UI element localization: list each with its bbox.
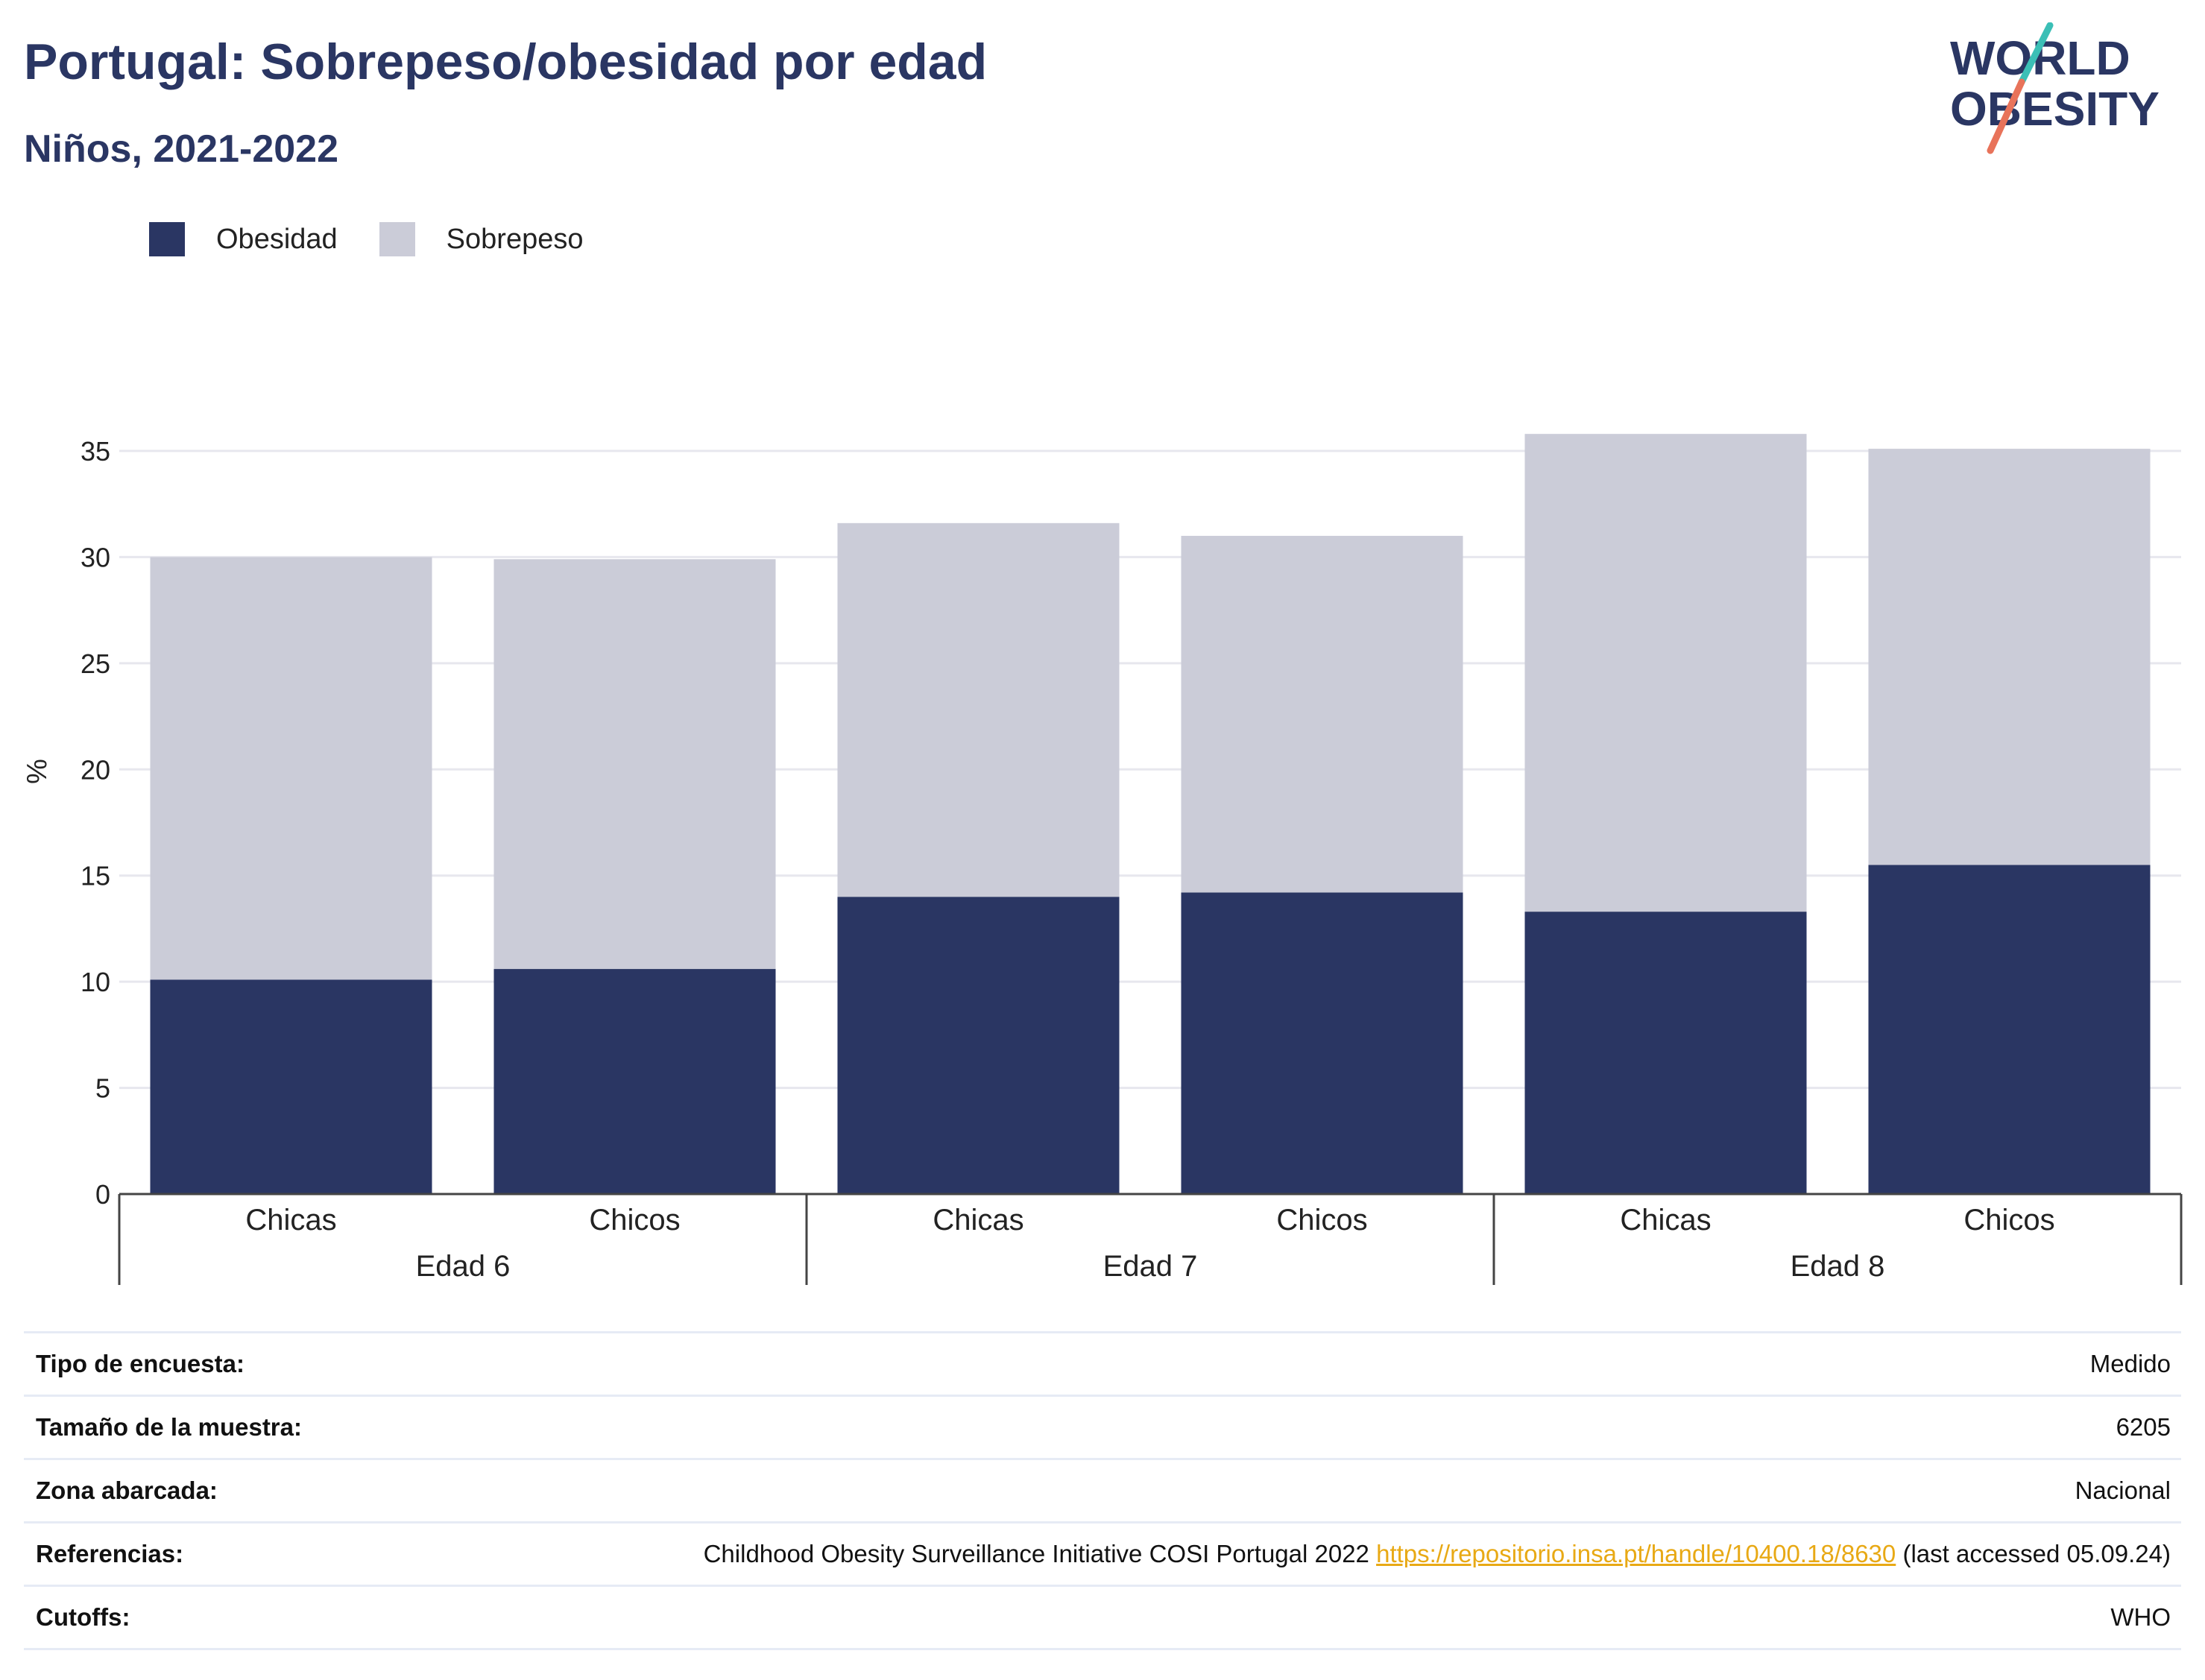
bar-sobrepeso [1868,449,2151,865]
x-tick-label: Chicos [1963,1204,2054,1237]
y-tick-label: 30 [81,542,110,572]
legend-swatch-obesidad [149,222,185,256]
info-value: WHO [2110,1603,2171,1631]
info-key: Tamaño de la muestra: [36,1413,302,1441]
info-value: 6205 [2116,1413,2171,1441]
info-key: Zona abarcada: [36,1477,218,1504]
info-key: Referencias: [36,1540,184,1567]
y-tick-label: 0 [95,1179,110,1210]
reference-link[interactable]: https://repositorio.insa.pt/handle/10400… [1376,1540,1896,1567]
x-tick-label: Chicas [245,1204,336,1237]
info-row-cutoffs: Cutoffs: WHO [24,1587,2181,1650]
y-tick-label: 15 [81,861,110,891]
bar-sobrepeso [1181,535,1463,893]
bar-obesidad [1524,912,1807,1194]
group-label: Edad 7 [1103,1250,1198,1283]
chart-legend: Obesidad Sobrepeso [149,222,625,256]
logo-slash-top [2018,22,2054,86]
y-axis-label: % [22,759,53,784]
world-obesity-logo: WORLD OBESITY [1950,22,2160,154]
legend-item-obesidad[interactable]: Obesidad [149,222,338,256]
group-label: Edad 8 [1791,1250,1885,1283]
y-tick-label: 5 [95,1073,110,1104]
bar-sobrepeso [493,559,776,970]
y-tick-label: 20 [81,754,110,785]
group-label: Edad 6 [416,1250,511,1283]
bar-obesidad [837,897,1120,1194]
info-value: Medido [2089,1350,2171,1377]
bar-sobrepeso [1524,434,1807,912]
info-row-sample-size: Tamaño de la muestra: 6205 [24,1397,2181,1460]
x-tick-label: Chicas [1620,1204,1711,1237]
logo-text-obesity: OBESITY [1950,82,2160,136]
y-tick-label: 35 [81,436,110,467]
bar-obesidad [150,979,432,1194]
stacked-bar-chart: 0 5 10 15 20 25 30 35% Chicas Chicos Chicas Chicos C… [22,434,2183,1285]
legend-item-sobrepeso[interactable]: Sobrepeso [379,222,584,256]
x-tick-label: Chicos [589,1204,680,1237]
x-tick-label: Chicos [1276,1204,1367,1237]
x-tick-label: Chicas [933,1204,1023,1237]
page-title: Portugal: Sobrepeso/obesidad por edad [24,34,988,90]
info-row-area: Zona abarcada: Nacional [24,1460,2181,1523]
reference-accessed: (last accessed 05.09.24) [1896,1540,2171,1567]
y-tick-label: 10 [81,967,110,997]
legend-label-sobrepeso: Sobrepeso [446,223,584,255]
bar-sobrepeso [837,522,1120,897]
reference-text: Childhood Obesity Surveillance Initiativ… [703,1540,1377,1567]
page-subtitle: Niños, 2021-2022 [24,127,339,171]
y-tick-label: 25 [81,648,110,679]
bar-sobrepeso [150,557,432,980]
bar-obesidad [1868,865,2151,1194]
bar-obesidad [1181,892,1463,1194]
logo-slash-bottom [1987,78,2025,154]
info-row-survey-type: Tipo de encuesta: Medido [24,1331,2181,1397]
info-row-references: Referencias: Childhood Obesity Surveilla… [24,1523,2181,1587]
bar-obesidad [493,969,776,1194]
info-key: Cutoffs: [36,1603,130,1631]
info-value: Childhood Obesity Surveillance Initiativ… [704,1540,2181,1568]
info-key: Tipo de encuesta: [36,1350,245,1377]
legend-label-obesidad: Obesidad [216,223,338,255]
survey-info-table: Tipo de encuesta: Medido Tamaño de la mu… [24,1331,2181,1650]
info-value: Nacional [2075,1477,2171,1504]
legend-swatch-sobrepeso [379,222,415,256]
